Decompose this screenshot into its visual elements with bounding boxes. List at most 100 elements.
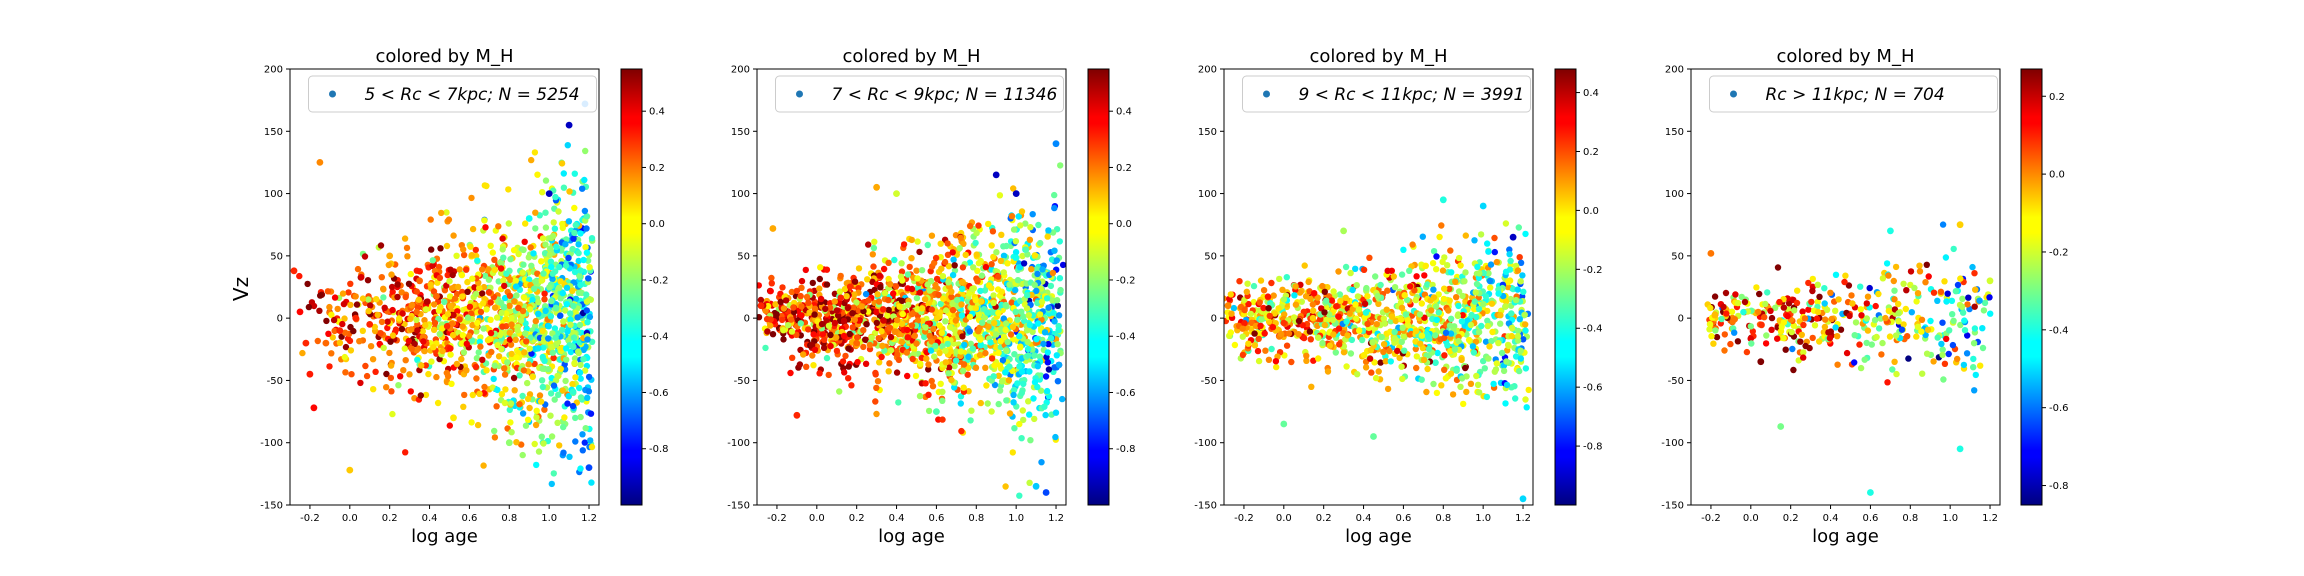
scatter-point: [411, 340, 418, 348]
scatter-point: [388, 283, 396, 291]
scatter-point: [1352, 301, 1359, 308]
scatter-point: [560, 449, 567, 456]
scatter-point: [996, 362, 1004, 369]
scatter-point: [1344, 305, 1352, 312]
scatter-point: [429, 262, 436, 270]
scatter-point: [508, 355, 515, 362]
scatter-point: [817, 264, 824, 271]
scatter-point: [1504, 283, 1512, 291]
scatter-point: [865, 297, 872, 304]
scatter-point: [890, 290, 897, 297]
scatter-point: [542, 307, 549, 314]
scatter-point: [772, 301, 779, 308]
scatter-point: [499, 235, 506, 242]
scatter-point: [548, 480, 555, 488]
scatter-point: [983, 382, 990, 389]
scatter-point: [1297, 281, 1304, 288]
scatter-point: [1241, 306, 1248, 314]
colorbar: -0.8-0.6-0.4-0.20.00.2: [2020, 68, 2069, 506]
scatter-point: [557, 295, 564, 302]
scatter-point: [1348, 336, 1356, 344]
scatter-point: [539, 383, 547, 391]
scatter-point: [877, 284, 884, 291]
scatter-point: [438, 209, 445, 217]
scatter-point: [1919, 370, 1926, 377]
scatter-point: [1977, 362, 1984, 369]
scatter-point: [886, 324, 894, 331]
scatter-point: [1412, 296, 1420, 304]
x-tick-label: 0.0: [809, 513, 825, 524]
scatter-point: [1842, 272, 1849, 279]
scatter-point: [1012, 286, 1019, 294]
scatter-point: [1900, 280, 1907, 287]
scatter-point: [1328, 297, 1336, 304]
scatter-point: [443, 209, 450, 216]
scatter-point: [448, 320, 456, 327]
scatter-point: [1441, 352, 1448, 359]
scatter-point: [1336, 291, 1344, 298]
scatter-point: [793, 331, 800, 338]
scatter-point: [1522, 321, 1529, 328]
scatter-point: [1002, 369, 1009, 376]
scatter-point: [1020, 313, 1027, 320]
colorbar-tick-label: -0.4: [2049, 325, 2069, 336]
scatter-point: [1914, 323, 1922, 330]
scatter-point: [1758, 321, 1765, 328]
scatter-point: [1230, 304, 1238, 312]
scatter-point: [562, 262, 570, 269]
scatter-point: [1514, 267, 1522, 274]
scatter-point: [1939, 346, 1946, 353]
scatter-point: [1923, 261, 1931, 268]
scatter-point: [932, 254, 940, 262]
scatter-point: [1509, 233, 1517, 241]
scatter-point: [1504, 341, 1512, 349]
scatter-point: [873, 384, 880, 392]
scatter-point: [436, 274, 444, 282]
scatter-point: [1972, 286, 1979, 293]
scatter-point: [1247, 310, 1255, 318]
scatter-point: [1720, 303, 1727, 311]
scatter-point: [1014, 277, 1022, 284]
scatter-point: [1902, 305, 1910, 313]
scatter-point: [1017, 343, 1024, 350]
scatter-point: [1034, 270, 1041, 278]
scatter-point: [495, 353, 503, 360]
scatter-point: [982, 263, 990, 271]
scatter-point: [1330, 288, 1337, 295]
scatter-point: [1262, 347, 1269, 354]
scatter-point: [1863, 339, 1870, 347]
scatter-point: [1375, 300, 1382, 307]
scatter-point: [1508, 324, 1516, 332]
scatter-point: [1776, 298, 1783, 306]
scatter-point: [1898, 326, 1906, 333]
scatter-point: [937, 300, 944, 308]
colorbar-gradient: [2020, 68, 2043, 506]
scatter-point: [1455, 254, 1463, 262]
scatter-point: [1473, 372, 1480, 380]
scatter-point: [1278, 330, 1285, 338]
scatter-point: [1517, 278, 1524, 285]
scatter-point: [833, 347, 841, 355]
scatter-point: [862, 290, 870, 298]
scatter-point: [1227, 329, 1235, 336]
colorbar-tick-label: -0.8: [649, 444, 669, 455]
scatter-point: [757, 314, 763, 321]
scatter-point: [585, 373, 593, 381]
scatter-point: [1946, 327, 1953, 334]
scatter-point: [1462, 269, 1469, 276]
scatter-point: [1463, 388, 1470, 396]
scatter-point: [1003, 242, 1010, 250]
scatter-point: [1272, 358, 1280, 365]
scatter-point: [1828, 315, 1835, 323]
scatter-point: [916, 248, 923, 256]
scatter-point: [984, 400, 991, 407]
colorbar-tick-label: -0.4: [1583, 324, 1603, 335]
scatter-point: [1457, 383, 1464, 390]
axes-frame: [1223, 68, 1534, 506]
scatter-point: [908, 285, 916, 293]
scatter-point: [1280, 296, 1288, 303]
scatter-point: [1250, 298, 1258, 306]
scatter-point: [1239, 325, 1246, 332]
scatter-point: [1392, 317, 1400, 325]
scatter-point: [1401, 292, 1408, 299]
